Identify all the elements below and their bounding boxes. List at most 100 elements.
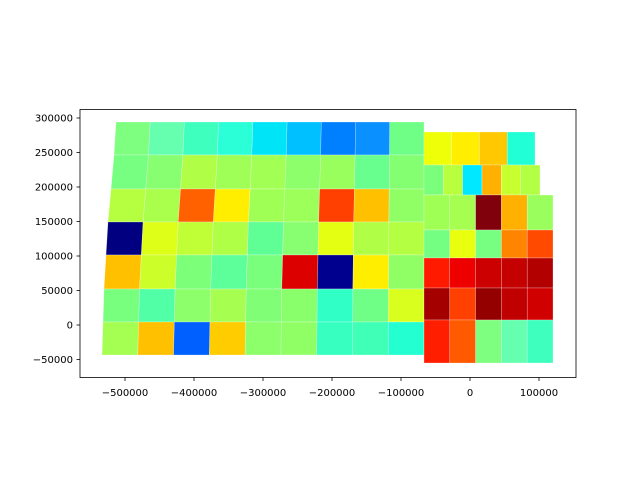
- county-polygon: [507, 131, 536, 166]
- county-polygon: [247, 221, 284, 256]
- x-tick-label: 0: [467, 388, 473, 399]
- y-tick-label: 0: [67, 321, 73, 332]
- county-polygon: [388, 221, 425, 256]
- county-polygon: [246, 254, 283, 290]
- county-polygon: [145, 154, 184, 190]
- county-polygon: [527, 319, 554, 364]
- county-polygon: [352, 321, 389, 356]
- county-polygon: [319, 154, 356, 190]
- county-polygon: [251, 121, 288, 156]
- county-polygon: [501, 164, 521, 196]
- county-polygon: [148, 121, 185, 156]
- county-polygon: [286, 121, 322, 156]
- x-tick-label: −300000: [240, 388, 287, 399]
- county-polygon: [316, 288, 354, 323]
- county-polygon: [245, 288, 282, 323]
- county-polygon: [317, 221, 354, 256]
- county-polygon: [353, 221, 390, 256]
- y-tick-label: 150000: [35, 217, 73, 228]
- county-polygon: [501, 287, 528, 321]
- county-polygon: [388, 288, 425, 323]
- county-polygon: [449, 229, 476, 259]
- county-polygon: [281, 288, 318, 323]
- county-polygon: [176, 221, 214, 256]
- y-tick-label: 200000: [35, 183, 73, 194]
- county-polygon: [318, 188, 355, 223]
- county-polygon: [423, 257, 450, 289]
- county-polygon: [527, 287, 554, 321]
- county-polygon: [103, 254, 142, 290]
- county-polygon: [423, 229, 450, 259]
- county-polygon: [423, 164, 444, 196]
- county-polygon: [213, 188, 251, 223]
- county-polygon: [107, 188, 146, 223]
- county-polygon: [449, 287, 476, 321]
- county-polygon: [475, 319, 502, 364]
- county-polygon: [248, 188, 286, 223]
- county-polygon: [423, 287, 450, 321]
- county-polygon: [501, 229, 528, 259]
- county-polygon: [449, 194, 476, 231]
- county-polygon: [211, 221, 249, 256]
- x-tick-label: −200000: [309, 388, 356, 399]
- county-polygon: [105, 221, 144, 256]
- county-polygon: [142, 188, 181, 223]
- county-polygon: [215, 154, 252, 190]
- county-polygon: [354, 121, 390, 156]
- county-polygon: [451, 131, 480, 166]
- county-polygon: [141, 221, 179, 256]
- county-polygon: [423, 319, 450, 364]
- county-polygon: [174, 254, 213, 290]
- county-polygon: [475, 194, 502, 231]
- county-polygon: [527, 229, 554, 259]
- county-polygon: [178, 188, 216, 223]
- county-polygon: [527, 194, 554, 231]
- x-tick-label: −100000: [378, 388, 425, 399]
- y-tick-label: 100000: [35, 252, 73, 263]
- county-polygon: [481, 164, 502, 196]
- county-polygon: [354, 154, 390, 190]
- county-polygon: [283, 188, 320, 223]
- county-polygon: [520, 164, 541, 196]
- county-polygon: [501, 319, 528, 364]
- county-polygon: [423, 194, 450, 231]
- y-tick-label: 300000: [35, 114, 73, 125]
- county-polygon: [388, 188, 425, 223]
- county-polygon: [462, 164, 483, 196]
- county-polygons: [101, 121, 554, 364]
- county-polygon: [174, 288, 211, 323]
- county-polygon: [137, 321, 175, 356]
- county-polygon: [389, 154, 425, 190]
- county-polygon: [475, 287, 502, 321]
- county-polygon: [209, 321, 246, 356]
- county-polygon: [244, 321, 282, 356]
- county-polygon: [352, 288, 389, 323]
- county-polygon: [316, 321, 353, 356]
- county-polygon: [388, 321, 425, 356]
- county-polygon: [210, 254, 248, 290]
- county-polygon: [423, 131, 452, 166]
- y-tick-label: 250000: [35, 148, 73, 159]
- x-axis: −500000 −400000 −300000 −200000 −100000 …: [102, 377, 558, 399]
- x-tick-label: −500000: [102, 388, 149, 399]
- county-polygon: [110, 154, 149, 190]
- county-polygon: [284, 154, 321, 190]
- county-polygon: [138, 288, 176, 323]
- county-polygon: [217, 121, 254, 156]
- county-polygon: [317, 254, 354, 290]
- x-tick-label: −400000: [171, 388, 218, 399]
- plot-frame: [79, 109, 577, 378]
- y-axis: −50000 0 50000 100000 150000 200000 2500…: [33, 114, 80, 366]
- county-polygon: [101, 321, 139, 356]
- county-polygon: [249, 154, 287, 190]
- x-tick-label: 100000: [520, 388, 558, 399]
- county-polygon: [182, 121, 219, 156]
- county-polygon: [527, 257, 554, 289]
- county-polygon: [475, 257, 502, 289]
- county-polygon: [139, 254, 177, 290]
- county-polygon: [281, 254, 319, 290]
- county-polygon: [180, 154, 218, 190]
- county-polygon: [388, 254, 425, 290]
- county-polygon: [320, 121, 356, 156]
